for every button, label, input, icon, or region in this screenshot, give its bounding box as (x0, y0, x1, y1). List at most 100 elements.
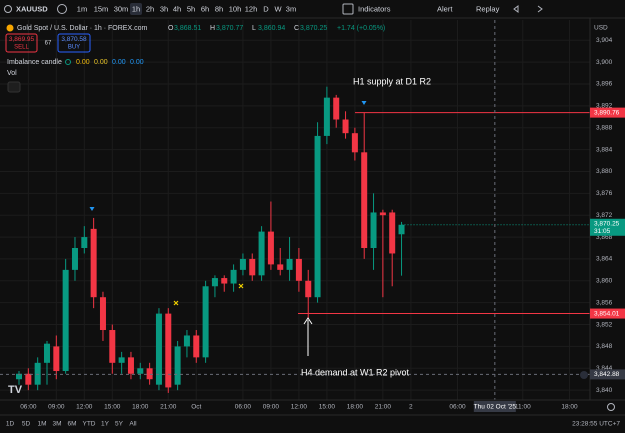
buy-price: 3,870.58 (61, 36, 87, 43)
indicator-value: 0.00 (130, 59, 144, 66)
candle-body (146, 368, 153, 380)
level-label: 3,890.76 (594, 109, 620, 116)
last-price-label: 3,870.25 (594, 220, 620, 227)
x-tick-label: 09:00 (263, 404, 280, 411)
range-button[interactable]: 1M (37, 421, 46, 428)
search-icon[interactable] (4, 5, 12, 13)
interval-button[interactable]: 12h (245, 4, 258, 13)
replay-button[interactable]: Replay (476, 4, 500, 13)
x-tick-label: 09:00 (48, 404, 65, 411)
y-tick-label: 3,888 (596, 124, 613, 131)
candle-body (239, 258, 246, 270)
x-tick-label: 12:00 (76, 404, 93, 411)
ohlc-label: L (252, 25, 256, 32)
symbol[interactable]: XAUUSD (16, 4, 48, 13)
add-symbol[interactable] (57, 4, 67, 14)
interval-button[interactable]: 10h (229, 4, 242, 13)
crosshair-time: Thu 02 Oct '25 (474, 404, 517, 411)
candle-body (71, 248, 78, 270)
candle-body (53, 346, 60, 372)
candle-body (118, 357, 125, 363)
annotation: H4 demand at W1 R2 pivot (301, 367, 410, 377)
range-button[interactable]: All (129, 421, 137, 428)
x-tick-label: 06:00 (235, 404, 252, 411)
y-tick-label: 3,880 (596, 168, 613, 175)
interval-button[interactable]: 1m (77, 4, 87, 13)
active-interval-bg (130, 3, 142, 15)
interval-button[interactable]: D (263, 4, 269, 13)
x-tick-label: 11:00 (515, 404, 531, 411)
buy-label: BUY (68, 45, 80, 51)
y-tick-label: 3,860 (596, 278, 613, 285)
interval-button[interactable]: 8h (215, 4, 223, 13)
candle-body (62, 269, 69, 372)
y-tick-label: 3,896 (596, 81, 613, 88)
y-tick-label: 3,884 (596, 146, 613, 153)
price-axis: 3,840 3,844 3,848 3,852 3,856 3,860 3,864 3,868… (590, 37, 625, 394)
sell-button[interactable] (5, 33, 38, 53)
indicator-value: 0.00 (94, 59, 108, 66)
interval-button[interactable]: 2h (146, 4, 154, 13)
indicators-button[interactable]: Indicators (358, 4, 391, 13)
alert-button[interactable]: Alert (437, 4, 453, 13)
y-tick-label: 3,852 (596, 321, 613, 328)
legend-title: Gold Spot / U.S. Dollar · 1h · FOREX.com (17, 25, 147, 32)
candle-body (221, 278, 228, 284)
candle-body (202, 286, 209, 358)
interval-button[interactable]: 3h (160, 4, 168, 13)
signal-crosses (173, 283, 244, 306)
level-label-bg (590, 308, 625, 319)
sell-price: 3,869.95 (9, 36, 35, 43)
undo-redo[interactable] (513, 5, 543, 13)
interval-button[interactable]: 5h (187, 4, 195, 13)
indicator-value: 0.00 (112, 59, 126, 66)
interval-button[interactable]: 6h (201, 4, 209, 13)
interval-button[interactable]: 15m (94, 4, 109, 13)
ohlc-value: 3,870.77 (216, 25, 243, 32)
interval-button[interactable]: 30m (114, 4, 129, 13)
x-tick-label: Oct (191, 404, 201, 411)
range-button[interactable]: 5Y (115, 421, 124, 428)
symbol-logo (6, 24, 14, 32)
settings-icon[interactable] (607, 403, 615, 411)
candle-body (155, 313, 162, 385)
x-tick-label: 06:00 (449, 404, 466, 411)
countdown: 31:05 (594, 228, 611, 235)
collapse-legend[interactable] (7, 81, 21, 93)
y-tick-label: 3,840 (596, 387, 613, 394)
volume-label: Vol (7, 70, 17, 77)
candle-body (34, 362, 41, 385)
interval-button[interactable]: 1h (132, 4, 140, 13)
range-button[interactable]: 5D (22, 421, 31, 428)
candle-body (193, 335, 200, 358)
crosshair-add[interactable] (580, 371, 588, 379)
candle-body (99, 297, 106, 331)
spread: 67 (45, 41, 52, 47)
logo: TV (8, 384, 23, 396)
x-tick-label: 2 (409, 404, 413, 411)
candle-body (333, 97, 340, 120)
ohlc-label: C (294, 25, 299, 32)
x-tick-label: 18:00 (132, 404, 149, 411)
candle-body (323, 97, 330, 136)
y-tick-label: 3,872 (596, 212, 613, 219)
range-button[interactable]: 6M (67, 421, 76, 428)
candle-body (370, 212, 377, 248)
y-tick-label: 3,904 (596, 37, 613, 44)
y-tick-label: 3,868 (596, 234, 613, 241)
indicator-values: 0.00 0.00 0.00 0.00 (76, 59, 144, 66)
range-button[interactable]: 3M (52, 421, 61, 428)
candle-body (361, 152, 368, 248)
range-button[interactable]: YTD (83, 421, 96, 428)
interval-button[interactable]: W (274, 4, 282, 13)
candle-body (267, 231, 274, 265)
currency: USD (594, 25, 608, 32)
interval-button[interactable]: 3m (286, 4, 296, 13)
indicator-icon (65, 59, 71, 65)
toolbar (0, 0, 625, 18)
range-button[interactable]: 1Y (101, 421, 110, 428)
range-buttons: 1D 5D 1M 3M 6M YTD 1Y 5Y All (6, 421, 137, 428)
interval-button[interactable]: 4h (173, 4, 181, 13)
range-button[interactable]: 1D (6, 421, 15, 428)
buy-button[interactable] (57, 33, 91, 53)
